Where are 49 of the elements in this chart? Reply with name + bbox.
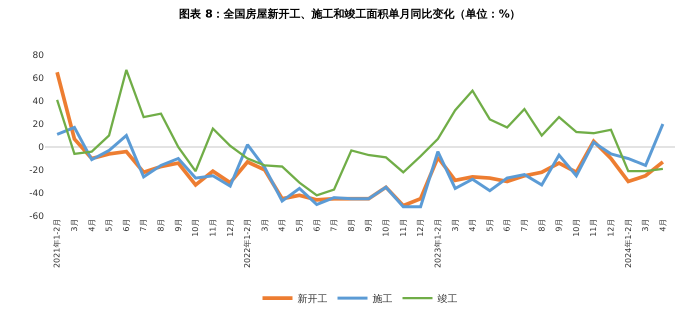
y-tick-label: -60 bbox=[29, 212, 44, 222]
x-tick-label: 3月 bbox=[260, 218, 270, 232]
x-tick-label: 12月 bbox=[606, 218, 616, 237]
x-tick-label: 4月 bbox=[658, 218, 668, 232]
legend-label: 竣工 bbox=[438, 293, 458, 306]
x-tick-label: 3月 bbox=[70, 218, 80, 232]
y-tick-label: 20 bbox=[32, 120, 44, 130]
x-tick-label: 11月 bbox=[398, 218, 408, 237]
x-tick-label: 6月 bbox=[502, 218, 512, 232]
y-tick-label: 80 bbox=[32, 51, 44, 62]
legend-label: 施工 bbox=[372, 293, 392, 306]
y-tick-label: 60 bbox=[32, 74, 44, 84]
x-tick-label: 7月 bbox=[520, 218, 530, 232]
x-tick-label: 7月 bbox=[139, 218, 148, 232]
y-tick-label: -20 bbox=[29, 166, 44, 176]
chart-title: 图表 8：全国房屋新开工、施工和竣工面积单月同比变化（单位：%） bbox=[179, 7, 521, 20]
x-tick-label: 2021年1-2月 bbox=[52, 218, 62, 268]
legend-label: 新开工 bbox=[298, 293, 328, 306]
x-tick-label: 2024年1-2月 bbox=[624, 218, 633, 268]
x-tick-label: 10月 bbox=[382, 218, 391, 237]
x-tick-label: 4月 bbox=[87, 218, 96, 232]
x-tick-label: 5月 bbox=[295, 218, 304, 232]
y-tick-label: 0 bbox=[38, 143, 44, 154]
x-tick-label: 10月 bbox=[191, 218, 200, 237]
x-tick-label: 10月 bbox=[572, 218, 581, 237]
y-tick-label: 40 bbox=[32, 97, 44, 108]
x-tick-label: 12月 bbox=[416, 218, 426, 237]
x-tick-label: 4月 bbox=[468, 218, 478, 232]
x-tick-label: 6月 bbox=[312, 218, 322, 232]
y-tick-label: -40 bbox=[29, 189, 44, 200]
x-tick-label: 12月 bbox=[226, 218, 235, 237]
x-tick-label: 3月 bbox=[641, 218, 650, 232]
x-tick-label: 9月 bbox=[174, 218, 183, 232]
x-tick-label: 5月 bbox=[104, 218, 114, 232]
x-tick-label: 3月 bbox=[450, 218, 460, 232]
x-tick-label: 6月 bbox=[122, 218, 131, 232]
x-tick-label: 8月 bbox=[156, 218, 166, 232]
x-tick-label: 9月 bbox=[554, 218, 564, 232]
x-tick-label: 8月 bbox=[346, 218, 356, 232]
x-tick-label: 4月 bbox=[278, 218, 287, 232]
x-tick-label: 9月 bbox=[364, 218, 374, 232]
x-tick-label: 2022年1-2月 bbox=[243, 218, 252, 268]
x-tick-label: 7月 bbox=[330, 218, 339, 232]
x-tick-label: 11月 bbox=[589, 218, 598, 237]
x-tick-label: 8月 bbox=[537, 218, 546, 232]
line-series bbox=[56, 122, 664, 208]
x-tick-label: 11月 bbox=[208, 218, 218, 237]
x-tick-label: 5月 bbox=[485, 218, 494, 232]
x-tick-label: 2023年1-2月 bbox=[433, 218, 442, 268]
